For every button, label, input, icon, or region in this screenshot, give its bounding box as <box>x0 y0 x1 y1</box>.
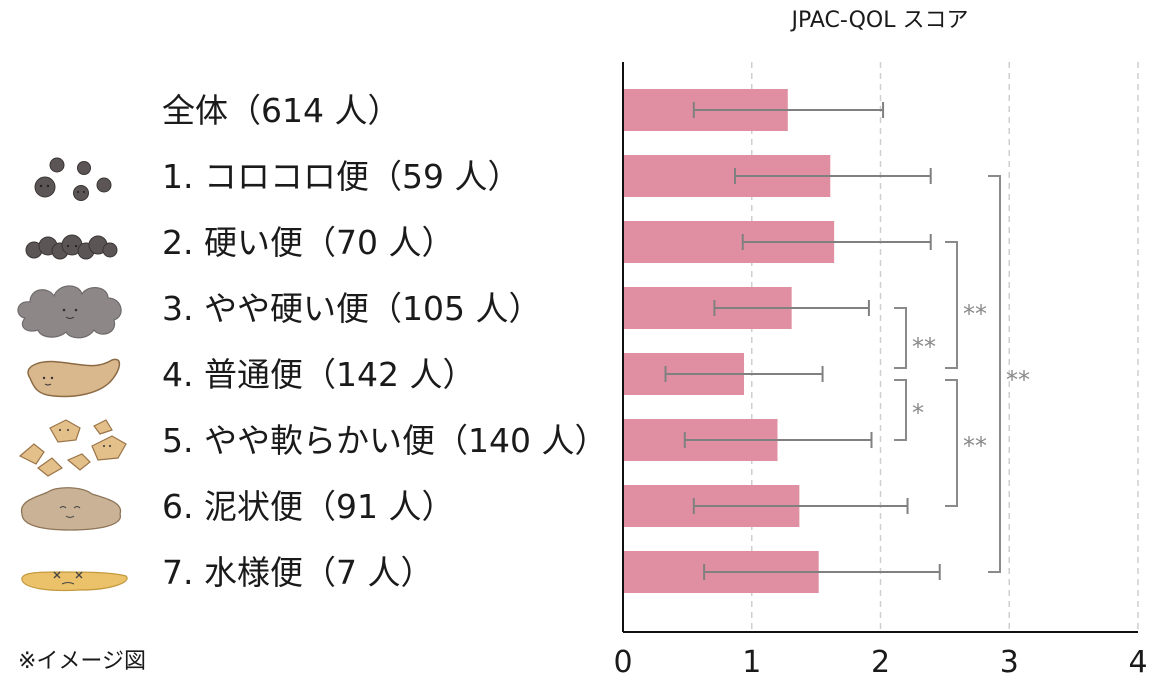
error-bar <box>692 102 885 118</box>
category-label: 2. 硬い便（70 人） <box>162 223 454 262</box>
lumpy-sausage-icon <box>25 234 118 260</box>
category-label: 全体（614 人） <box>162 91 400 130</box>
error-bar <box>734 168 932 184</box>
bracket-line <box>945 241 958 369</box>
error-bar <box>713 300 870 316</box>
category-label: 7. 水様便（7 人） <box>162 553 433 592</box>
category-labels: 全体（614 人） 1. コロコロ便（59 人） 2. 硬い便（70 人） 3. やや… <box>162 91 607 592</box>
error-bar <box>692 498 909 514</box>
x-tick-label: 3 <box>1000 645 1019 680</box>
illustration-note: ※イメージ図 <box>18 649 146 674</box>
x-tick-label: 1 <box>742 645 761 680</box>
significance-label: ** <box>912 333 936 361</box>
category-label: 6. 泥状便（91 人） <box>162 487 454 526</box>
x-tick-label: 4 <box>1128 645 1147 680</box>
axis-title: JPAC-QOL スコア <box>790 8 969 33</box>
error-bar <box>683 432 873 448</box>
significance-bracket: ** <box>894 307 936 369</box>
x-tick-label: 0 <box>613 645 632 680</box>
grid-lines <box>751 62 1139 632</box>
significance-label: ** <box>1006 366 1030 394</box>
significance-label: * <box>912 399 924 427</box>
significance-label: ** <box>963 432 987 460</box>
axes <box>622 62 1138 633</box>
significance-bracket: ** <box>945 379 987 507</box>
stool-icons <box>17 157 128 592</box>
bracket-line <box>945 379 958 507</box>
significance-bracket: * <box>894 379 924 441</box>
category-label: 1. コロコロ便（59 人） <box>162 157 520 196</box>
significance-brackets: ********* <box>894 175 1030 573</box>
bracket-line <box>894 307 907 369</box>
category-label: 4. 普通便（142 人） <box>162 355 475 394</box>
significance-label: ** <box>963 300 987 328</box>
bracket-line <box>894 379 907 441</box>
mushy-icon <box>20 487 122 531</box>
cracked-sausage-icon <box>17 285 122 339</box>
watery-icon <box>21 571 128 592</box>
bars <box>623 89 835 593</box>
category-label: 5. やや軟らかい便（140 人） <box>162 421 607 460</box>
soft-blobs-icon <box>18 419 127 477</box>
significance-bracket: ** <box>988 175 1030 573</box>
error-bar <box>664 366 824 382</box>
bracket-line <box>988 175 1001 573</box>
category-label: 3. やや硬い便（105 人） <box>162 289 541 328</box>
hard-lumps-icon <box>34 157 112 201</box>
error-bar <box>741 234 932 250</box>
x-ticks: 0 1 2 3 4 <box>613 645 1147 680</box>
error-bars <box>664 102 941 580</box>
significance-bracket: ** <box>945 241 987 369</box>
x-tick-label: 2 <box>871 645 890 680</box>
error-bar <box>703 564 941 580</box>
smooth-sausage-icon <box>27 358 121 398</box>
